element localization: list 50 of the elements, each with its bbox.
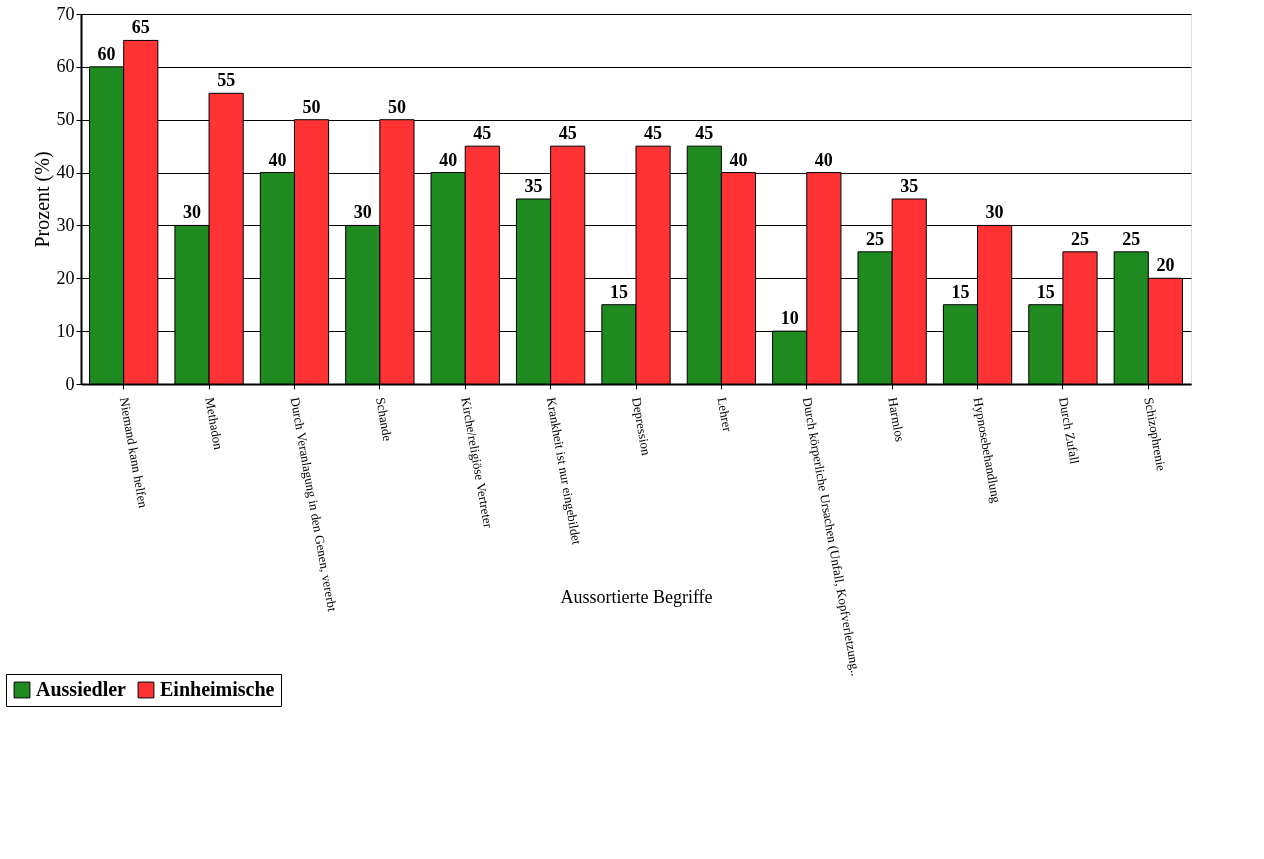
data-label: 30 xyxy=(985,202,1004,223)
x-tick-label: Lehrer xyxy=(714,396,736,434)
data-label: 50 xyxy=(387,96,406,117)
y-tick-label: 20 xyxy=(56,267,75,288)
data-label: 15 xyxy=(951,281,970,302)
y-axis-title: Prozent (%) xyxy=(30,151,54,248)
data-label: 25 xyxy=(866,228,885,249)
data-label: 45 xyxy=(695,123,714,144)
data-label: 55 xyxy=(217,70,236,91)
x-tick-label: Krankheit ist nur eingebildet xyxy=(543,396,585,546)
data-label: 30 xyxy=(183,202,201,223)
y-tick-label: 40 xyxy=(56,162,75,183)
data-label: 15 xyxy=(609,281,628,302)
data-label: 25 xyxy=(1071,228,1089,249)
legend-label: Aussiedler xyxy=(36,678,127,700)
data-label: 20 xyxy=(1156,255,1175,276)
data-label: 50 xyxy=(302,96,321,117)
data-label: 40 xyxy=(814,149,833,170)
data-label: 40 xyxy=(729,149,748,170)
x-tick-label: Schande xyxy=(372,396,396,443)
data-label: 15 xyxy=(1036,281,1055,302)
y-tick-label: 70 xyxy=(56,3,75,24)
x-tick-label: Harmlos xyxy=(885,396,908,443)
x-tick-label: Schizophrenie xyxy=(1141,396,1170,473)
data-label: 40 xyxy=(268,149,287,170)
data-label: 65 xyxy=(131,17,150,38)
data-label: 35 xyxy=(900,176,919,196)
data-label: 40 xyxy=(439,149,458,170)
legend-label: Einheimische xyxy=(160,678,275,700)
y-tick-label: 60 xyxy=(56,56,75,77)
y-tick-label: 30 xyxy=(56,214,75,235)
data-label: 30 xyxy=(353,202,372,223)
x-tick-label: Methadon xyxy=(202,396,227,452)
data-label: 45 xyxy=(473,123,492,144)
data-label: 10 xyxy=(780,308,799,329)
data-label: 25 xyxy=(1122,228,1141,249)
x-axis-title: Aussortierte Begriffe xyxy=(560,586,713,607)
x-tick-label: Niemand kann helfen xyxy=(116,396,152,510)
data-label: 45 xyxy=(644,123,663,144)
x-tick-label: Durch Veranlagung in den Genen, vererbt xyxy=(287,396,341,613)
x-tick-label: Kirche/religiöse Vertreter xyxy=(458,396,497,530)
data-label: 60 xyxy=(97,43,116,64)
x-tick-label: Durch körperliche Ursachen (Unfall, Kopfverletzung.. xyxy=(799,396,864,678)
data-label: 45 xyxy=(558,123,577,144)
x-tick-label: Durch Zufall xyxy=(1056,396,1083,466)
y-tick-label: 0 xyxy=(65,373,75,394)
x-tick-label: Depression xyxy=(629,396,655,457)
y-tick-label: 50 xyxy=(56,109,75,130)
data-label: 35 xyxy=(524,176,543,196)
y-tick-label: 10 xyxy=(56,320,75,341)
